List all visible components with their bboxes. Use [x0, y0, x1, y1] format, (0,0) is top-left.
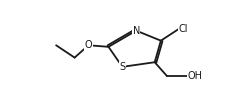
Text: OH: OH [187, 71, 202, 81]
Text: Cl: Cl [179, 24, 188, 34]
Text: O: O [85, 40, 92, 50]
Text: S: S [119, 62, 125, 72]
Text: N: N [133, 26, 140, 36]
